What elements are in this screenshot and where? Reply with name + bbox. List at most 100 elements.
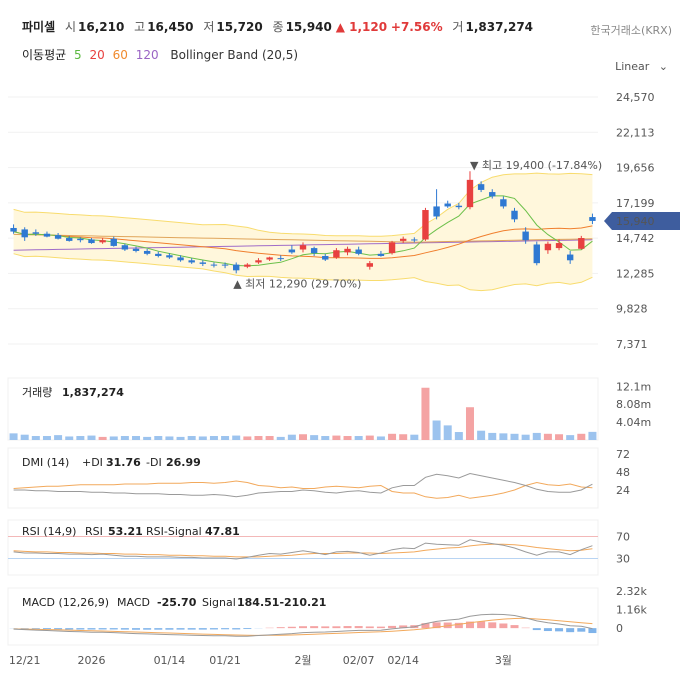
volume-bar	[187, 436, 196, 440]
x-tick-label: 02/07	[343, 654, 375, 667]
x-tick-label: 01/14	[154, 654, 186, 667]
candle-body	[544, 243, 552, 251]
volume-bar	[488, 432, 497, 440]
macd-label: MACD	[117, 596, 150, 609]
macd-histogram-bar	[299, 626, 307, 629]
candle-body	[344, 248, 351, 253]
candle-body	[199, 262, 207, 264]
volume-bar	[343, 436, 352, 440]
candle	[422, 207, 429, 241]
volume-bar	[209, 436, 218, 440]
rsi-line	[13, 539, 593, 560]
scale-mode: Linear	[615, 60, 650, 73]
volume-bar	[354, 436, 363, 440]
ma5-label[interactable]: 5	[74, 48, 82, 62]
candle	[210, 262, 218, 268]
candle	[489, 189, 496, 199]
dmi-tick-label: 72	[616, 448, 630, 461]
volume-bar	[566, 435, 575, 440]
candle-body	[388, 242, 396, 254]
macd-histogram-bar	[376, 626, 385, 629]
rsi-signal-label: RSI-Signal	[146, 525, 202, 538]
candle-body	[210, 264, 218, 266]
volume-bar	[232, 435, 241, 440]
volume-label: 거	[452, 20, 464, 34]
macd-histogram-bar	[243, 628, 252, 630]
volume-bar	[165, 436, 174, 440]
volume-bar	[410, 434, 419, 440]
vol-tick-label: 8.08m	[616, 398, 651, 411]
ma-legend-label: 이동평균	[22, 48, 67, 62]
candle	[589, 213, 596, 225]
volume-bar	[221, 436, 230, 440]
ma120-label[interactable]: 120	[135, 48, 159, 62]
candle	[66, 235, 73, 242]
volume-bar	[310, 435, 319, 440]
volume-bar	[31, 436, 40, 440]
candle	[155, 251, 162, 258]
candle	[88, 238, 95, 244]
volume-bar	[443, 425, 452, 440]
volume-bar	[588, 431, 597, 440]
candle	[444, 200, 451, 208]
candle-body	[288, 249, 296, 253]
candle-body	[244, 264, 251, 267]
candle	[555, 239, 563, 251]
rsi-tick-label: 70	[616, 531, 630, 544]
volume-bar	[87, 435, 96, 440]
ma60-label[interactable]: 60	[112, 48, 128, 62]
volume-bar	[176, 436, 185, 440]
volume-title: 거래량	[22, 386, 52, 399]
scale-selector[interactable]: Linear ⌄	[615, 60, 668, 73]
macd-histogram-bar	[54, 628, 63, 630]
macd-histogram-bar	[98, 628, 107, 630]
candle	[377, 250, 385, 257]
macd-histogram-bar	[399, 625, 408, 629]
candle-body	[266, 257, 273, 260]
candle-body	[299, 245, 307, 250]
macd-histogram-bar	[120, 628, 129, 630]
last-price-tag	[604, 211, 680, 230]
candle	[578, 235, 585, 250]
candle	[255, 258, 262, 264]
volume-bar	[521, 434, 530, 440]
volume-bar	[299, 434, 307, 440]
macd-tick-label: 1.16k	[616, 604, 647, 617]
minus-di-line	[13, 480, 593, 499]
candle	[477, 181, 485, 193]
macd-histogram-bar	[287, 626, 296, 629]
volume-bar	[321, 436, 330, 440]
candle-body	[500, 199, 507, 207]
bollinger-band-fill	[13, 173, 593, 291]
candle-body	[32, 232, 40, 234]
bollinger-label[interactable]: Bollinger Band (20,5)	[170, 48, 299, 62]
macd-histogram-bar	[76, 628, 85, 630]
candle-body	[433, 206, 440, 217]
candle	[233, 262, 240, 274]
macd-histogram-bar	[432, 622, 441, 629]
candle-body	[143, 250, 151, 254]
macd-histogram-bar	[477, 621, 486, 629]
volume-bar	[143, 436, 152, 440]
volume-bar	[499, 433, 508, 440]
ma20-label[interactable]: 20	[89, 48, 105, 62]
macd-histogram-bar	[87, 628, 96, 630]
chevron-down-icon: ⌄	[658, 60, 668, 73]
volume-bar	[510, 433, 519, 440]
candle	[511, 207, 518, 223]
candle-body	[155, 253, 162, 256]
close-value: 15,940	[285, 20, 332, 34]
candle-body	[555, 243, 563, 249]
volume-bar	[198, 436, 207, 440]
candle	[566, 250, 574, 264]
candle	[77, 237, 84, 243]
candle	[188, 258, 195, 264]
candle-body	[399, 238, 407, 241]
price-tick-label: 9,828	[616, 303, 648, 316]
volume-bar	[20, 434, 29, 440]
candle	[522, 227, 529, 244]
candle-body	[43, 233, 51, 237]
macd-histogram-bar	[588, 628, 597, 634]
bollinger-upper-line	[13, 172, 593, 237]
